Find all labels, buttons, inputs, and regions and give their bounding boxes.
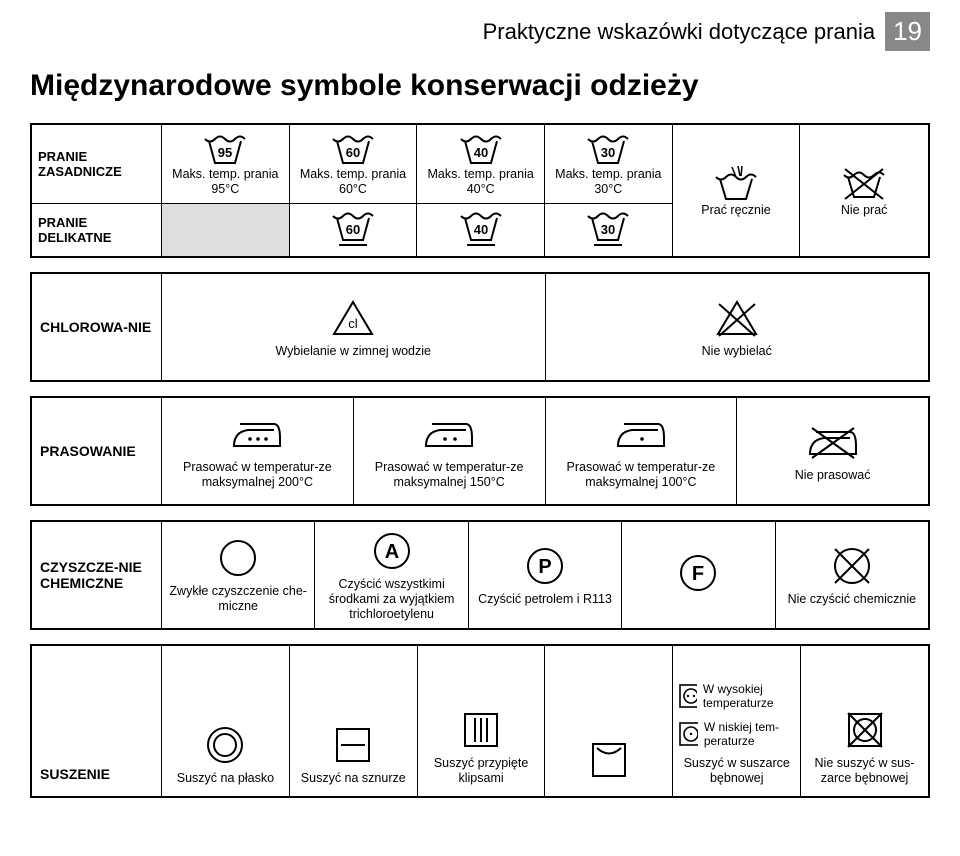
svg-text:A: A bbox=[384, 541, 398, 563]
no-tumble-icon bbox=[844, 708, 886, 752]
svg-text:40: 40 bbox=[473, 222, 487, 237]
dry-flat-cell: Suszyć na płasko bbox=[162, 646, 290, 796]
dry-drip-cell: Suszyć przypięte klipsami bbox=[418, 646, 546, 796]
washing-table: PRANIE ZASADNICZE 95 Maks. temp. prania … bbox=[30, 123, 930, 258]
wash-delicate-30: 30 bbox=[545, 204, 673, 256]
dryclean-p-cell: P Czyścić petrolem i R113 bbox=[469, 522, 622, 628]
dry-tumble-cell: W wysokiej temperaturze W niskiej tem-pe… bbox=[673, 646, 801, 796]
svg-text:60: 60 bbox=[346, 222, 360, 237]
svg-text:P: P bbox=[538, 556, 551, 578]
dry-no-tumble-cell: Nie suszyć w sus-zarce bębnowej bbox=[801, 646, 928, 796]
bleach-table: CHLOROWA-NIE cl Wybielanie w zimnej wodz… bbox=[30, 272, 930, 382]
dryclean-table-2: CZYSZCZE-NIE CHEMICZNE Zwykłe czyszczeni… bbox=[30, 520, 930, 630]
dry-line-icon bbox=[332, 723, 374, 767]
bleach-icon: cl bbox=[330, 296, 376, 340]
wash-95-cell: 95 Maks. temp. prania 95°C bbox=[162, 125, 290, 204]
dryclean-normal-cell: Zwykłe czyszczenie che-miczne bbox=[162, 522, 315, 628]
svg-text:30: 30 bbox=[601, 222, 615, 237]
svg-text:30: 30 bbox=[601, 145, 615, 160]
dryclean-no-cell: Nie czyścić chemicznie bbox=[776, 522, 928, 628]
washtub-60-delicate-icon: 60 bbox=[329, 210, 377, 250]
no-dryclean-icon bbox=[831, 544, 873, 588]
page-title: Międzynarodowe symbole konserwacji odzie… bbox=[30, 69, 930, 103]
bleach-yes-cell: cl Wybielanie w zimnej wodzie bbox=[162, 274, 546, 380]
no-iron-icon bbox=[806, 420, 860, 464]
iron-150-cell: Prasować w temperatur-ze maksymalnej 150… bbox=[354, 398, 546, 504]
svg-text:95: 95 bbox=[218, 145, 232, 160]
iron-no-cell: Nie prasować bbox=[737, 398, 928, 504]
washtub-30-delicate-icon: 30 bbox=[584, 210, 632, 250]
dryclean-circle-icon bbox=[217, 536, 259, 580]
svg-text:cl: cl bbox=[349, 316, 359, 331]
breadcrumb: Praktyczne wskazówki dotyczące prania bbox=[483, 19, 876, 45]
dry-label: SUSZENIE bbox=[32, 646, 162, 796]
dryclean-f-cell: F bbox=[622, 522, 775, 628]
page-number: 19 bbox=[885, 12, 930, 51]
handwash-icon bbox=[712, 163, 760, 203]
wash-60-cell: 60 Maks. temp. prania 60°C bbox=[290, 125, 418, 204]
wash-40-cell: 40 Maks. temp. prania 40°C bbox=[417, 125, 545, 204]
dryclean-f-icon: F bbox=[677, 551, 719, 595]
tumble-low-icon bbox=[677, 720, 698, 748]
iron-100-cell: Prasować w temperatur-ze maksymalnej 100… bbox=[546, 398, 738, 504]
dryclean-a-cell: A Czyścić wszystkimi środkami za wyjątki… bbox=[315, 522, 468, 628]
dryclean-label2: CZYSZCZE-NIE CHEMICZNE bbox=[32, 522, 162, 628]
washtub-95-icon: 95 bbox=[201, 131, 249, 167]
tumble-high-icon bbox=[677, 682, 697, 710]
dry-low-temp: W niskiej tem-peraturze bbox=[677, 720, 796, 748]
wash-delicate-label: PRANIE DELIKATNE bbox=[32, 204, 162, 256]
page-header: Praktyczne wskazówki dotyczące prania 19 bbox=[30, 12, 930, 51]
wash-delicate-60: 60 bbox=[290, 204, 418, 256]
washtub-60-icon: 60 bbox=[329, 131, 377, 167]
iron-label: PRASOWANIE bbox=[32, 398, 162, 504]
wash-30-cell: 30 Maks. temp. prania 30°C bbox=[545, 125, 673, 204]
wash-hand-cell: Prać ręcznie bbox=[673, 125, 801, 256]
wash-delicate-40: 40 bbox=[417, 204, 545, 256]
iron-2dot-icon bbox=[422, 412, 476, 456]
dry-high-temp: W wysokiej temperaturze bbox=[677, 682, 796, 710]
dry-flat-icon bbox=[204, 723, 246, 767]
iron-200-cell: Prasować w temperatur-ze maksymalnej 200… bbox=[162, 398, 354, 504]
dry-hang-cell bbox=[545, 646, 673, 796]
dry-line-cell: Suszyć na sznurze bbox=[290, 646, 418, 796]
no-bleach-icon bbox=[714, 296, 760, 340]
washtub-30-icon: 30 bbox=[584, 131, 632, 167]
dry-hang-icon bbox=[588, 738, 630, 782]
dry-drip-icon bbox=[460, 708, 502, 752]
washtub-40-icon: 40 bbox=[457, 131, 505, 167]
wash-delicate-empty bbox=[162, 204, 290, 256]
dryclean-a-icon: A bbox=[371, 529, 413, 573]
svg-text:40: 40 bbox=[473, 145, 487, 160]
washtub-40-delicate-icon: 40 bbox=[457, 210, 505, 250]
wash-no-cell: Nie prać bbox=[800, 125, 928, 256]
iron-table: PRASOWANIE Prasować w temperatur-ze maks… bbox=[30, 396, 930, 506]
wash-main-label: PRANIE ZASADNICZE bbox=[32, 125, 162, 204]
no-wash-icon bbox=[839, 163, 889, 203]
bleach-label: CHLOROWA-NIE bbox=[32, 274, 162, 380]
iron-1dot-icon bbox=[614, 412, 668, 456]
dryclean-p-icon: P bbox=[524, 544, 566, 588]
svg-text:60: 60 bbox=[346, 145, 360, 160]
drying-table: SUSZENIE Suszyć na płasko Suszyć na sznu… bbox=[30, 644, 930, 798]
svg-text:F: F bbox=[692, 563, 704, 585]
iron-3dot-icon bbox=[230, 412, 284, 456]
bleach-no-cell: Nie wybielać bbox=[546, 274, 929, 380]
